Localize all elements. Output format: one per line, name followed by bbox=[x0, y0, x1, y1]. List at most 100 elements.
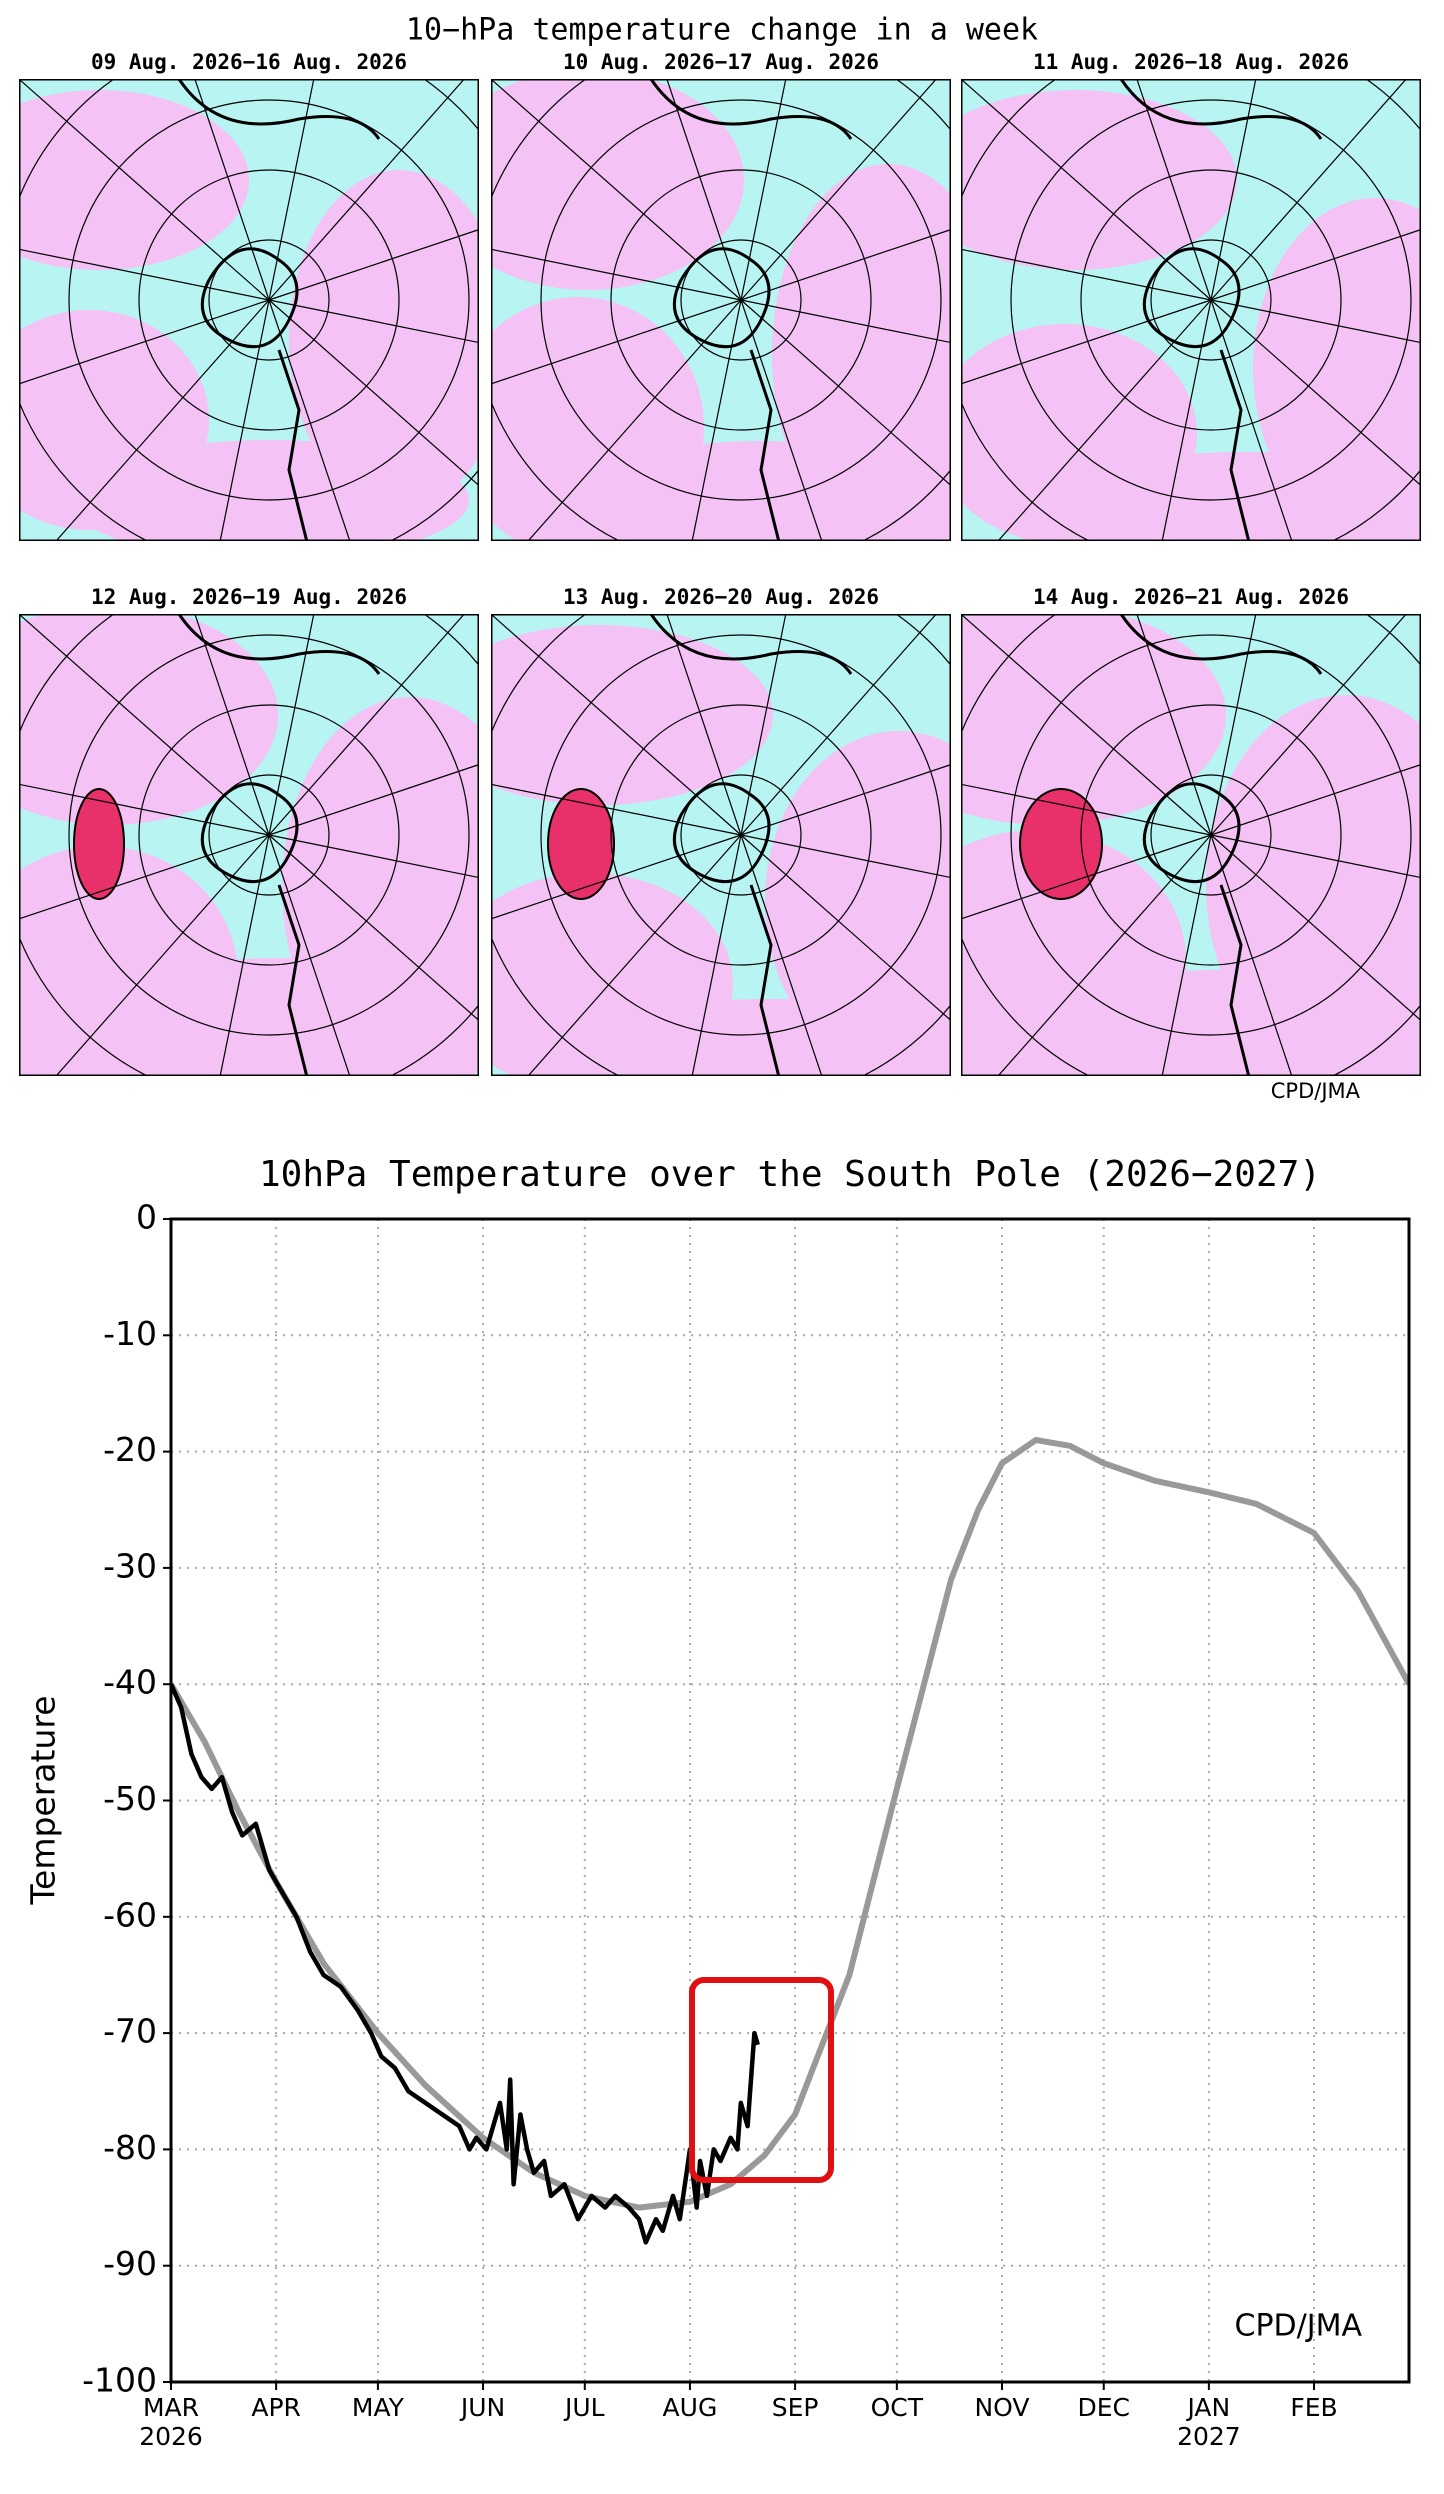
meridian bbox=[268, 614, 466, 836]
meridian bbox=[961, 783, 1212, 836]
y-tick-label: -90 bbox=[103, 2244, 157, 2283]
meridian bbox=[219, 834, 270, 1076]
y-tick-label: 0 bbox=[136, 1198, 157, 1237]
meridian bbox=[666, 79, 742, 301]
x-tick-label: MAR bbox=[143, 2393, 199, 2422]
meridian bbox=[997, 299, 1212, 541]
meridian bbox=[194, 614, 270, 836]
meridian bbox=[491, 248, 742, 301]
meridian bbox=[1210, 834, 1293, 1076]
latitude-circle bbox=[680, 774, 802, 896]
meridian bbox=[55, 299, 270, 541]
latitude-circle bbox=[1150, 239, 1272, 361]
x-tick-label: FEB bbox=[1290, 2393, 1337, 2422]
meridian bbox=[268, 79, 466, 301]
latitude-circle bbox=[138, 169, 400, 431]
meridian bbox=[19, 248, 270, 301]
y-axis-label: Temperature bbox=[24, 1695, 63, 1905]
warm-region bbox=[491, 625, 773, 805]
meridian bbox=[740, 763, 951, 836]
latitude-circle bbox=[610, 704, 872, 966]
meridian bbox=[740, 228, 951, 301]
coastline bbox=[1119, 79, 1323, 541]
y-tick-label: -60 bbox=[103, 1895, 157, 1934]
x-tick-label: JUN bbox=[459, 2393, 505, 2422]
maps-credit: CPD/JMA bbox=[1271, 1079, 1361, 1103]
meridian bbox=[1210, 299, 1293, 541]
meridian bbox=[691, 834, 742, 1076]
meridian bbox=[194, 79, 270, 301]
warm-region bbox=[986, 970, 1421, 1076]
y-tick-label: -30 bbox=[103, 1546, 157, 1585]
latitude-circle bbox=[1010, 634, 1412, 1036]
warm-region bbox=[961, 90, 1237, 270]
strong-warm bbox=[1019, 788, 1103, 900]
coastline bbox=[649, 614, 853, 1076]
series-line bbox=[171, 1683, 760, 2245]
chart-title: 10hPa Temperature over the South Pole (2… bbox=[259, 1154, 1321, 1195]
coastline bbox=[177, 79, 381, 541]
latitude-circle bbox=[680, 239, 802, 361]
panel-title: 10 Aug. 2026−17 Aug. 2026 bbox=[563, 50, 879, 74]
panel-title: 12 Aug. 2026−19 Aug. 2026 bbox=[91, 585, 407, 609]
meridian bbox=[19, 783, 270, 836]
meridian bbox=[268, 834, 351, 1076]
map bbox=[491, 614, 951, 1076]
meridian bbox=[997, 834, 1212, 1076]
latitude-circle bbox=[68, 99, 470, 501]
panel-title: 11 Aug. 2026−18 Aug. 2026 bbox=[1033, 50, 1349, 74]
meridian bbox=[268, 299, 479, 344]
warm-region bbox=[1033, 452, 1421, 541]
warm-region bbox=[765, 731, 951, 1071]
x-tick-sublabel: 2027 bbox=[1177, 2422, 1241, 2451]
meridian bbox=[527, 834, 742, 1076]
warm-region bbox=[491, 79, 744, 290]
x-tick-label: OCT bbox=[871, 2393, 924, 2422]
x-tick-label: JUL bbox=[563, 2393, 605, 2422]
latitude-circle bbox=[68, 634, 470, 1036]
meridian bbox=[268, 299, 351, 541]
warm-region bbox=[69, 440, 469, 541]
warm-region bbox=[552, 441, 951, 541]
latitude-circle bbox=[1150, 774, 1272, 896]
meridian bbox=[268, 299, 479, 487]
meridian bbox=[268, 834, 479, 1022]
meridian bbox=[1210, 299, 1421, 344]
latitude-circle bbox=[1010, 99, 1412, 501]
panel-title: 14 Aug. 2026−21 Aug. 2026 bbox=[1033, 585, 1349, 609]
meridian bbox=[268, 614, 315, 836]
x-tick-sublabel: 2026 bbox=[139, 2422, 203, 2451]
warm-region bbox=[545, 999, 951, 1076]
warm-region bbox=[289, 170, 479, 510]
x-tick-label: APR bbox=[251, 2393, 301, 2422]
x-tick-label: NOV bbox=[974, 2393, 1029, 2422]
latitude-circle bbox=[208, 239, 330, 361]
warm-region bbox=[961, 614, 1226, 825]
meridian bbox=[1210, 79, 1257, 301]
warm-region bbox=[19, 614, 278, 825]
latitude-circle bbox=[540, 99, 942, 501]
latitude-circle bbox=[138, 704, 400, 966]
meridian bbox=[55, 834, 270, 1076]
map bbox=[961, 614, 1421, 1076]
meridian bbox=[1161, 299, 1212, 541]
panel-title: 13 Aug. 2026−20 Aug. 2026 bbox=[563, 585, 879, 609]
plot-frame bbox=[169, 1217, 1411, 2384]
maps-title: 10−hPa temperature change in a week bbox=[406, 13, 1038, 48]
meridian bbox=[1210, 79, 1408, 301]
map bbox=[19, 79, 479, 541]
meridian bbox=[740, 299, 951, 344]
meridian bbox=[740, 299, 823, 541]
x-tick-label: SEP bbox=[772, 2393, 819, 2422]
warm-region bbox=[62, 958, 479, 1076]
meridian bbox=[740, 79, 787, 301]
meridian bbox=[1210, 614, 1257, 836]
y-tick-label: -40 bbox=[103, 1663, 157, 1702]
meridian bbox=[1161, 834, 1212, 1076]
meridian bbox=[268, 79, 315, 301]
latitude-circle bbox=[610, 169, 872, 431]
meridian bbox=[1210, 763, 1421, 836]
